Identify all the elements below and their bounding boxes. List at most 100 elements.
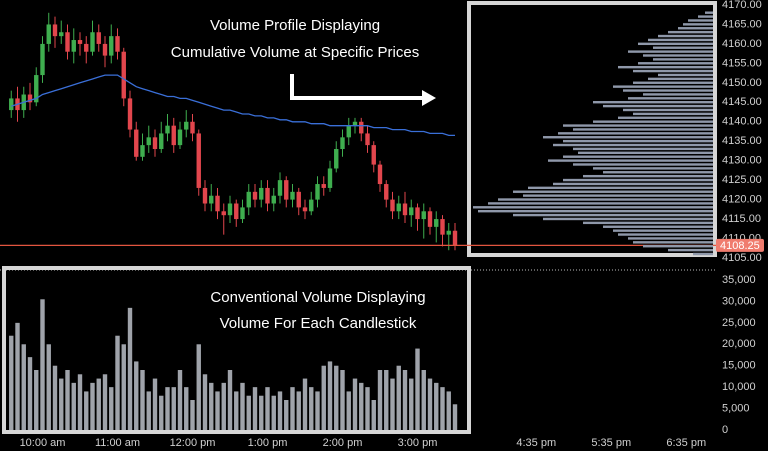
- volume-highlight-box: [2, 266, 471, 434]
- volume-bar: [415, 348, 420, 430]
- volume-bar: [377, 370, 383, 430]
- volume-bar: [102, 374, 108, 430]
- y-tick-label: 4145.00: [722, 96, 762, 108]
- volume-bar: [302, 378, 308, 430]
- profile-highlight-box: [467, 1, 717, 257]
- candle-body: [252, 191, 258, 200]
- profile-bar: [643, 245, 713, 248]
- candle-body: [202, 187, 208, 204]
- candle-body: [221, 211, 226, 216]
- y-tick-label: 25,000: [722, 317, 756, 329]
- candle-body: [127, 98, 133, 130]
- candle-body: [390, 199, 395, 212]
- profile-bar: [573, 128, 713, 131]
- volume-bar: [9, 335, 14, 430]
- volume-bar: [371, 400, 376, 430]
- profile-bar: [633, 112, 713, 116]
- candle-body: [71, 40, 76, 52]
- candle-body: [415, 207, 420, 220]
- volume-bar: [165, 387, 170, 430]
- profile-bar: [548, 159, 713, 162]
- volume-bar: [234, 391, 239, 430]
- candle-body: [215, 195, 220, 212]
- volume-bar: [59, 378, 64, 430]
- candle-body: [240, 207, 245, 220]
- volume-bar: [446, 391, 451, 430]
- candle-body: [84, 43, 89, 52]
- candle-body: [246, 191, 251, 208]
- profile-bar: [698, 15, 713, 18]
- profile-bar: [678, 27, 713, 30]
- volume-bar: [240, 382, 245, 430]
- profile-bar: [623, 89, 713, 92]
- y-tick-label: 15,000: [722, 360, 756, 372]
- candle-body: [146, 137, 151, 146]
- volume-bar: [365, 387, 370, 430]
- profile-bar: [633, 81, 713, 84]
- x-tick-label: 4:35 pm: [516, 437, 556, 449]
- volume-bar: [227, 370, 233, 430]
- profile-bar: [628, 97, 713, 100]
- candle-body: [421, 211, 426, 220]
- volume-bar: [352, 378, 358, 430]
- y-tick-label: 4160.00: [722, 38, 762, 50]
- volume-bar: [440, 387, 445, 430]
- candle-body: [265, 187, 270, 204]
- profile-bar: [613, 229, 713, 232]
- profile-bar: [628, 50, 713, 53]
- profile-bar: [528, 186, 713, 190]
- x-tick-label: 3:00 pm: [398, 437, 438, 449]
- volume-bar: [52, 365, 58, 430]
- candle-body: [277, 180, 283, 196]
- y-tick-label: 35,000: [722, 274, 756, 286]
- profile-bar: [643, 93, 713, 96]
- arrow-head: [422, 90, 436, 106]
- profile-bar: [543, 217, 713, 221]
- candle-body: [46, 24, 51, 44]
- volume-bar: [40, 299, 45, 430]
- volume-bar: [396, 365, 401, 430]
- candle-body: [90, 32, 95, 52]
- y-tick-label: 4130.00: [722, 155, 762, 167]
- candle-body: [309, 199, 314, 212]
- volume-bar: [221, 382, 226, 430]
- candle-body: [102, 43, 108, 56]
- profile-bar: [578, 151, 713, 155]
- candle-body: [140, 145, 145, 157]
- y-tick-label: 4170.00: [722, 0, 762, 11]
- volume-bar: [177, 370, 183, 430]
- candle-body: [377, 164, 383, 185]
- candle-body: [121, 51, 126, 99]
- volume-bar: [265, 387, 270, 430]
- volume-bar: [390, 378, 395, 430]
- volume-bar: [346, 391, 351, 430]
- x-tick-label: 2:00 pm: [323, 437, 363, 449]
- candle-body: [165, 125, 170, 134]
- y-tick-label: 20,000: [722, 338, 756, 350]
- volume-bar: [452, 404, 458, 430]
- moving-average-line: [11, 74, 455, 137]
- profile-bar: [603, 225, 713, 228]
- y-tick-label: 4125.00: [722, 174, 762, 186]
- volume-bar: [171, 387, 176, 430]
- candle-body: [334, 149, 339, 169]
- candle-body: [359, 121, 364, 134]
- last-price-box: [716, 238, 764, 252]
- volume-bar: [271, 395, 276, 430]
- profile-bar: [623, 108, 713, 112]
- profile-bar: [553, 182, 713, 186]
- x-tick-label: 12:00 pm: [170, 437, 216, 449]
- candle-body: [152, 137, 158, 150]
- volume-bar: [46, 344, 51, 430]
- profile-bar: [473, 206, 713, 209]
- candle-body: [109, 36, 114, 56]
- volume-bar: [215, 391, 220, 430]
- profile-bar: [693, 252, 713, 256]
- candle-body: [290, 191, 295, 200]
- candle-body: [65, 32, 70, 52]
- x-tick-label: 5:35 pm: [591, 437, 631, 449]
- volume-bar: [334, 365, 339, 430]
- volume-bar: [15, 322, 20, 430]
- y-tick-label: 4140.00: [722, 116, 762, 128]
- candle-body: [27, 94, 33, 103]
